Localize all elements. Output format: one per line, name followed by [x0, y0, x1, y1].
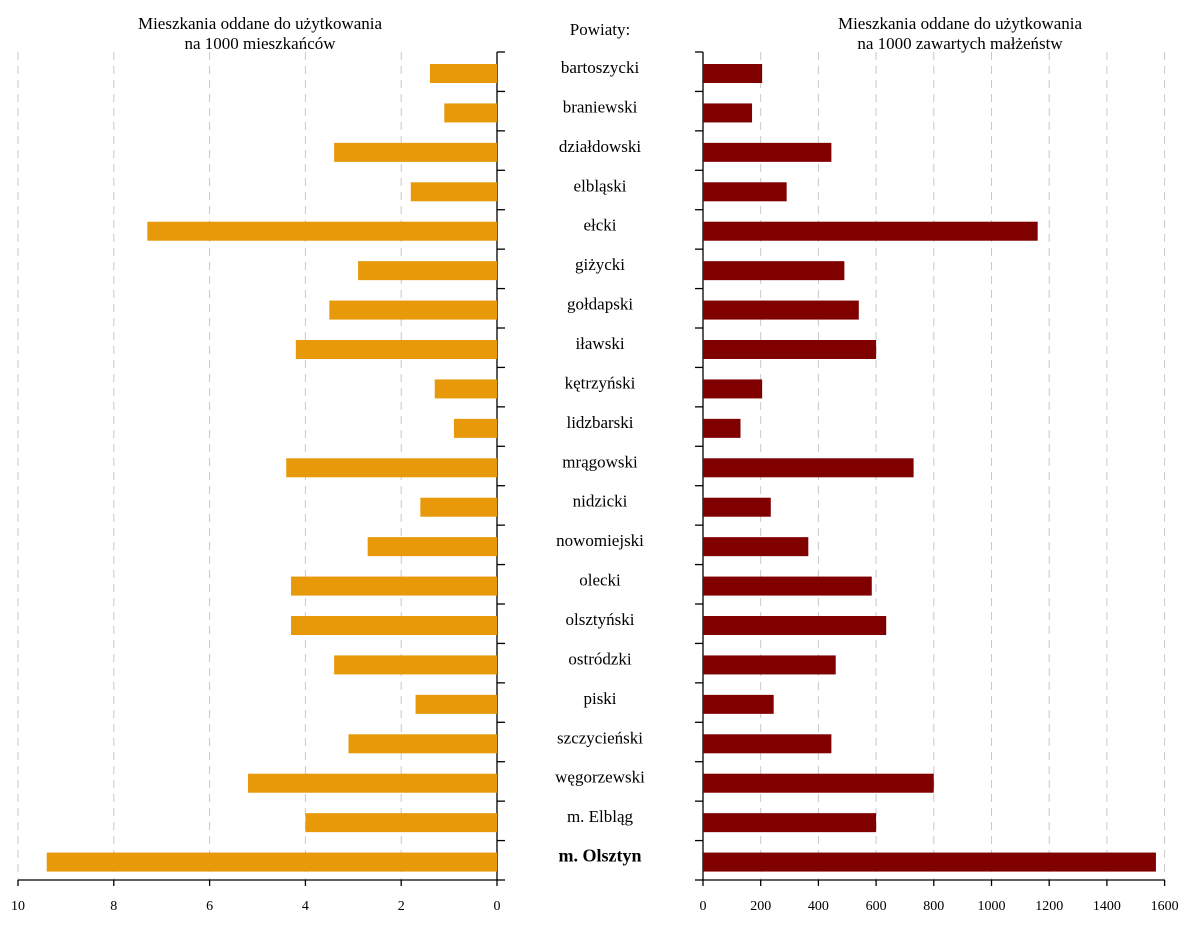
- left-x-tick-label: 2: [398, 899, 405, 914]
- left-bar: [348, 734, 497, 754]
- category-label: m. Elbląg: [567, 807, 634, 826]
- left-bar: [415, 694, 497, 714]
- category-label: szczycieński: [557, 728, 643, 747]
- right-bar: [703, 221, 1038, 241]
- category-label: bartoszycki: [561, 58, 640, 77]
- left-bar: [434, 379, 497, 399]
- left-bar: [334, 655, 497, 675]
- right-bar: [703, 103, 753, 123]
- left-x-tick-label: 4: [302, 899, 309, 914]
- left-bar: [410, 182, 497, 202]
- left-bar: [46, 852, 498, 872]
- right-x-tick-label: 1600: [1151, 899, 1179, 914]
- right-bar: [703, 813, 877, 833]
- category-label: działdowski: [559, 137, 641, 156]
- right-bar: [703, 340, 877, 359]
- left-x-tick-label: 10: [11, 899, 25, 914]
- category-label: iławski: [575, 334, 624, 353]
- category-label: ełcki: [583, 216, 616, 235]
- left-bar: [147, 221, 497, 241]
- right-x-tick-label: 1000: [978, 899, 1006, 914]
- right-bar: [703, 773, 934, 793]
- left-chart-title-line2: na 1000 mieszkańców: [184, 34, 336, 53]
- right-bar: [703, 379, 763, 399]
- category-label: elbląski: [574, 176, 627, 195]
- right-chart-title: Mieszkania oddane do użytkowania na 1000…: [740, 14, 1180, 54]
- left-bar: [286, 458, 497, 478]
- category-label: m. Olsztyn: [559, 846, 642, 866]
- right-x-tick-label: 1200: [1035, 899, 1063, 914]
- left-bar: [358, 261, 497, 281]
- category-header: Powiaty:: [520, 20, 680, 40]
- right-x-tick-label: 800: [923, 899, 944, 914]
- left-bar: [291, 616, 497, 635]
- left-bar: [329, 300, 497, 320]
- left-x-tick-label: 8: [110, 899, 117, 914]
- category-label: olsztyński: [566, 610, 635, 629]
- category-label: mrągowski: [562, 452, 638, 471]
- left-bar: [429, 64, 497, 83]
- left-bar: [295, 340, 497, 359]
- right-chart-title-line1: Mieszkania oddane do użytkowania: [837, 14, 1083, 33]
- right-bar: [703, 64, 763, 83]
- left-bar: [453, 418, 497, 438]
- left-chart-title: Mieszkania oddane do użytkowania na 1000…: [40, 14, 480, 54]
- right-bar: [703, 852, 1156, 872]
- right-bar: [703, 655, 836, 675]
- category-header-label: Powiaty:: [569, 20, 631, 39]
- right-x-tick-label: 1400: [1093, 899, 1121, 914]
- category-label: gołdapski: [567, 295, 633, 314]
- category-label: kętrzyński: [565, 373, 636, 392]
- category-label: braniewski: [563, 97, 638, 116]
- right-bar: [703, 142, 832, 162]
- left-bar: [367, 537, 497, 557]
- category-label: nidzicki: [573, 492, 628, 511]
- left-chart-title-line1: Mieszkania oddane do użytkowania: [137, 14, 383, 33]
- category-label: lidzbarski: [566, 413, 633, 432]
- right-chart-title-line2: na 1000 zawartych małżeństw: [857, 34, 1063, 53]
- right-x-tick-label: 600: [866, 899, 887, 914]
- right-bar: [703, 576, 872, 596]
- right-bar: [703, 537, 809, 557]
- right-bar: [703, 497, 771, 517]
- right-bar: [703, 694, 774, 714]
- right-bar: [703, 418, 741, 438]
- category-label: piski: [583, 689, 616, 708]
- right-x-tick-label: 0: [700, 899, 707, 914]
- left-bar: [420, 497, 497, 517]
- right-x-tick-label: 200: [750, 899, 771, 914]
- right-bar: [703, 734, 832, 754]
- left-x-tick-label: 0: [494, 899, 501, 914]
- left-x-tick-label: 6: [206, 899, 213, 914]
- category-label: giżycki: [575, 255, 625, 274]
- right-bar: [703, 458, 914, 478]
- left-bar: [247, 773, 497, 793]
- category-label: nowomiejski: [556, 531, 644, 550]
- left-bar: [444, 103, 497, 123]
- category-label: węgorzewski: [555, 768, 645, 787]
- left-bar: [305, 813, 497, 833]
- right-bar: [703, 616, 887, 635]
- category-label: ostródzki: [568, 649, 632, 668]
- left-bar: [334, 142, 497, 162]
- right-bar: [703, 182, 787, 202]
- right-bar: [703, 261, 845, 281]
- right-x-tick-label: 400: [808, 899, 829, 914]
- left-bar: [291, 576, 497, 596]
- right-bar: [703, 300, 859, 320]
- category-label: olecki: [579, 571, 621, 590]
